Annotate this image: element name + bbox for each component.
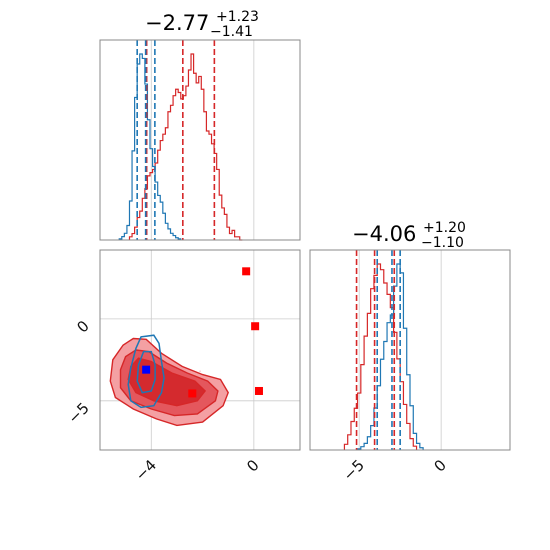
- marginal-1-histograms: [118, 53, 243, 241]
- marginal-2-histogram-red: [343, 263, 418, 450]
- red-marker: [254, 386, 263, 395]
- marginal-1-title: −2.77 +1.23: [145, 9, 259, 35]
- panel-joint: −4 0 0 −5: [64, 249, 301, 484]
- joint-frame: [99, 249, 301, 451]
- red-marker: [242, 267, 251, 276]
- marginal-1-title-median: −2.77: [145, 11, 209, 35]
- joint-x-tick-labels: −4 0: [132, 456, 263, 484]
- marginal-1-histogram-blue: [118, 53, 182, 240]
- marginal-2-x-tick-label: 0: [430, 456, 449, 475]
- joint-y-tick-label: 0: [73, 317, 92, 336]
- red-marker: [188, 389, 197, 398]
- blue-contour-inner: [136, 350, 156, 394]
- blue-contour-outer: [127, 334, 165, 409]
- marginal-2-title: −4.06 +1.20: [352, 220, 466, 246]
- marginal-1-frame: [99, 39, 301, 241]
- joint-y-tick-label: −5: [64, 399, 92, 427]
- joint-y-tick-labels: 0 −5: [64, 317, 92, 427]
- marginal-2-title-upper: +1.20: [423, 220, 466, 236]
- joint-sample-point: [199, 370, 202, 373]
- joint-x-tick-label: 0: [243, 456, 262, 475]
- marginal-2-title-median: −4.06: [352, 222, 416, 246]
- joint-x-tick-label: −4: [132, 456, 160, 484]
- red-marker: [251, 322, 260, 331]
- panel-marginal-2: −4.06 +1.20 −1.10 −5 0: [309, 220, 511, 484]
- marginal-2-quantile-lines: [355, 250, 401, 450]
- marginal-2-title-lower: −1.10: [421, 235, 464, 251]
- marginal-2-x-tick-labels: −5 0: [340, 456, 450, 484]
- joint-markers: [142, 267, 263, 398]
- marginal-2-x-tick-label: −5: [340, 456, 368, 484]
- marginal-2-histogram-blue: [356, 263, 424, 450]
- marginal-1-title-lower: −1.41: [210, 24, 253, 40]
- marginal-2-frame: [309, 249, 511, 451]
- blue-marker: [142, 365, 151, 374]
- marginal-1-grid: [150, 40, 255, 240]
- joint-blue-contours: [127, 334, 165, 409]
- marginal-2-grid: [358, 250, 442, 450]
- marginal-1-histogram-red: [128, 53, 243, 241]
- marginal-1-title-upper: +1.23: [216, 9, 259, 25]
- panel-marginal-1: −2.77 +1.23 −1.41: [99, 9, 301, 241]
- marginal-1-quantile-lines: [136, 40, 216, 240]
